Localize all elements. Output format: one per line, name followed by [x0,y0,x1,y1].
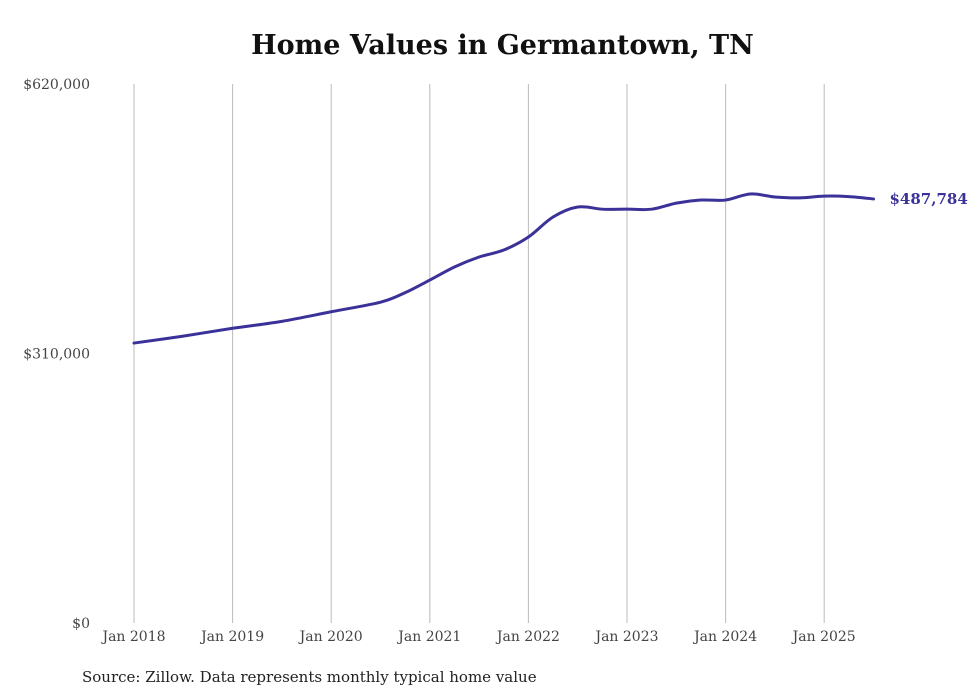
x-tick-label: Jan 2020 [298,629,363,645]
x-tick-label: Jan 2022 [495,629,560,645]
x-tick-label: Jan 2025 [791,629,856,645]
x-tick-label: Jan 2023 [593,629,658,645]
source-note: Source: Zillow. Data represents monthly … [82,668,537,686]
y-tick-label: $0 [72,616,90,632]
y-tick-label: $310,000 [23,347,90,363]
x-tick-label: Jan 2019 [199,629,264,645]
series-line [132,192,875,345]
y-tick-label: $620,000 [23,77,90,93]
x-tick-label: Jan 2021 [396,629,461,645]
end-value-label: $487,784 [890,190,968,208]
chart-title: Home Values in Germantown, TN [251,30,754,61]
x-tick-label: Jan 2018 [100,629,165,645]
x-tick-label: Jan 2024 [692,629,757,645]
